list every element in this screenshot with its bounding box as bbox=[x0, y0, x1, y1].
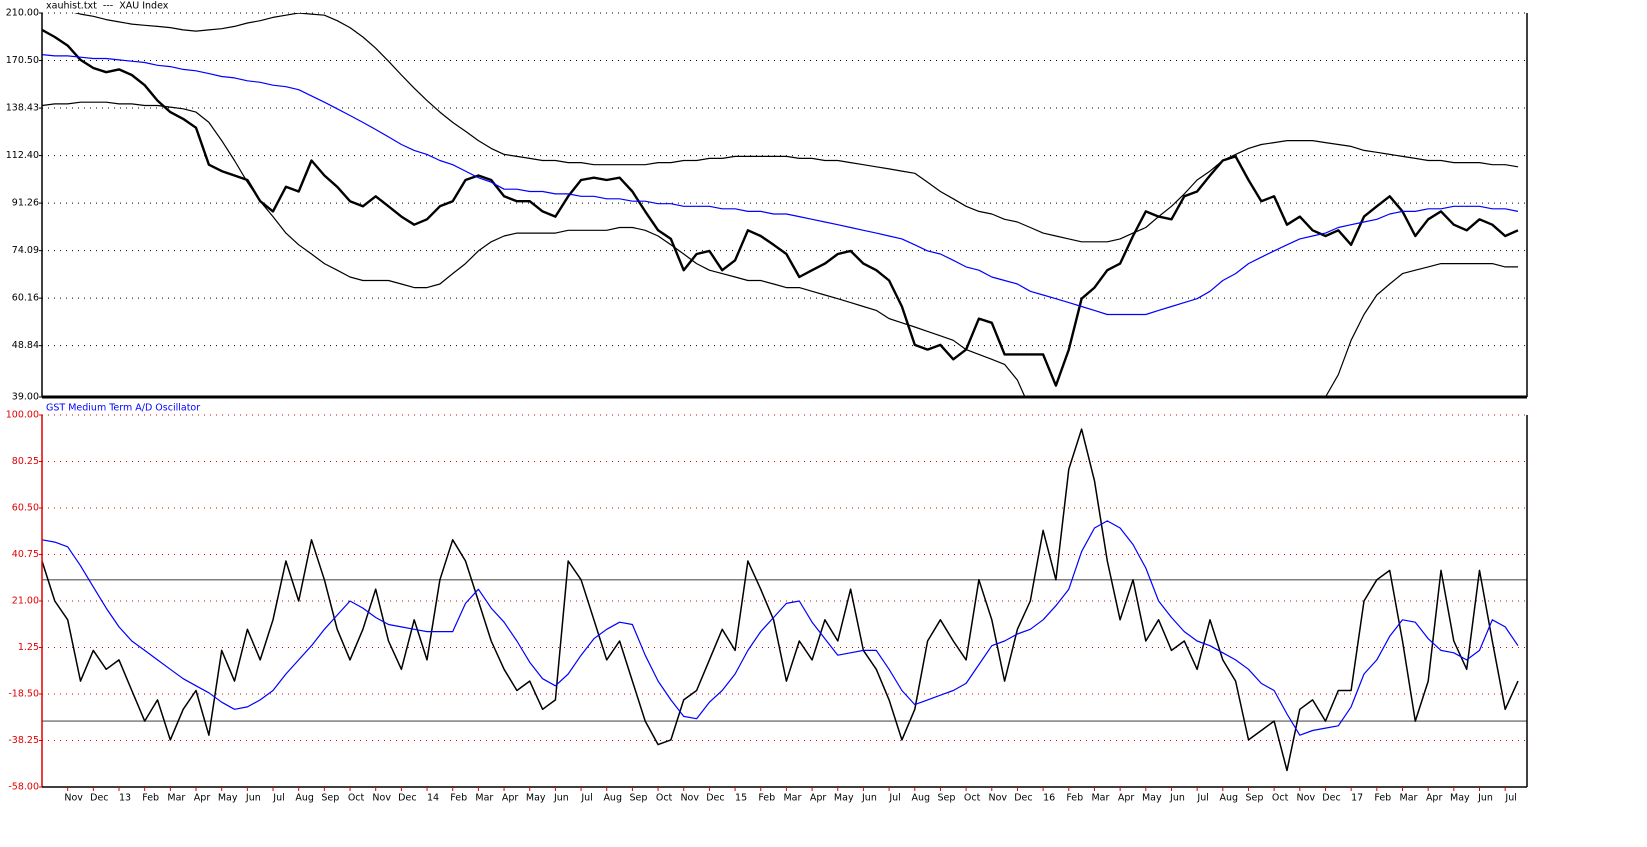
x-tick-label: May bbox=[218, 793, 238, 804]
x-tick-label: Feb bbox=[758, 793, 775, 804]
y-tick-label: 60.50 bbox=[12, 503, 39, 514]
series-line bbox=[42, 428, 1519, 772]
y-tick-label: 210.00 bbox=[6, 8, 39, 19]
x-tick-label: Nov bbox=[64, 793, 83, 804]
y-tick-label: 1.25 bbox=[18, 642, 39, 653]
x-tick-label: Feb bbox=[1066, 793, 1083, 804]
x-tick-label: Feb bbox=[450, 793, 467, 804]
x-tick-label: May bbox=[1450, 793, 1470, 804]
x-tick-label: 17 bbox=[1351, 793, 1363, 804]
x-tick-label: Dec bbox=[706, 793, 724, 804]
x-tick-label: Dec bbox=[1322, 793, 1340, 804]
x-tick-label: Jul bbox=[1504, 793, 1516, 804]
y-tick-label: 48.84 bbox=[12, 340, 39, 351]
series-line bbox=[73, 13, 1519, 243]
x-tick-label: May bbox=[1142, 793, 1162, 804]
series-group bbox=[42, 13, 1519, 397]
y-tick-label: 170.50 bbox=[6, 55, 39, 66]
x-tick-label: Nov bbox=[1297, 793, 1316, 804]
x-tick-label: May bbox=[526, 793, 546, 804]
x-tick-label: Jun bbox=[245, 793, 261, 804]
x-tick-label: Jun bbox=[861, 793, 877, 804]
y-tick-label: -18.50 bbox=[8, 689, 39, 700]
chart-title: xauhist.txt --- XAU Index bbox=[46, 1, 169, 12]
x-tick-label: Mar bbox=[475, 793, 493, 804]
x-tick-label: Mar bbox=[1091, 793, 1109, 804]
x-tick-label: 15 bbox=[735, 793, 747, 804]
x-tick-label: Feb bbox=[1374, 793, 1391, 804]
x-tick-label: Dec bbox=[90, 793, 108, 804]
x-tick-label: Jun bbox=[553, 793, 569, 804]
series-group bbox=[42, 428, 1519, 772]
y-tick-label: -58.00 bbox=[8, 782, 39, 793]
y-tick-label: 40.75 bbox=[12, 549, 39, 560]
x-tick-label: Mar bbox=[1400, 793, 1418, 804]
x-tick-label: Jun bbox=[1477, 793, 1493, 804]
y-tick-label: 100.00 bbox=[6, 410, 39, 421]
x-tick-label: Nov bbox=[989, 793, 1008, 804]
x-tick-label: Mar bbox=[783, 793, 801, 804]
x-tick-label: Oct bbox=[1272, 793, 1289, 804]
x-tick-label: Apr bbox=[1426, 793, 1443, 804]
series-line bbox=[42, 28, 1519, 387]
x-tick-label: Aug bbox=[911, 793, 930, 804]
x-tick-label: 16 bbox=[1043, 793, 1055, 804]
x-tick-label: Dec bbox=[398, 793, 416, 804]
x-tick-label: Aug bbox=[1220, 793, 1239, 804]
x-tick-label: Sep bbox=[937, 793, 955, 804]
x-tick-label: 14 bbox=[427, 793, 439, 804]
x-tick-label: Oct bbox=[656, 793, 673, 804]
y-tick-label: 80.25 bbox=[12, 456, 39, 467]
x-tick-label: Apr bbox=[1118, 793, 1135, 804]
x-tick-label: Jul bbox=[580, 793, 592, 804]
y-tick-label: 21.00 bbox=[12, 596, 39, 607]
x-tick-label: Nov bbox=[372, 793, 391, 804]
x-tick-label: Oct bbox=[348, 793, 365, 804]
x-tick-label: Oct bbox=[964, 793, 981, 804]
y-tick-label: 112.40 bbox=[6, 150, 39, 161]
y-tick-label: 60.16 bbox=[12, 293, 39, 304]
x-tick-label: Jul bbox=[272, 793, 284, 804]
x-tick-label: Apr bbox=[810, 793, 827, 804]
x-tick-label: Jul bbox=[1196, 793, 1208, 804]
x-tick-label: Jun bbox=[1169, 793, 1185, 804]
x-tick-label: May bbox=[834, 793, 854, 804]
x-tick-label: Feb bbox=[142, 793, 159, 804]
series-line bbox=[42, 54, 1519, 316]
y-tick-label: 138.43 bbox=[6, 103, 39, 114]
y-tick-label: 74.09 bbox=[12, 245, 39, 256]
y-tick-label: 91.26 bbox=[12, 198, 39, 209]
x-tick-label: Aug bbox=[603, 793, 622, 804]
x-tick-label: Sep bbox=[629, 793, 647, 804]
x-tick-label: Apr bbox=[194, 793, 211, 804]
x-tick-label: Mar bbox=[167, 793, 185, 804]
y-tick-label: 39.00 bbox=[12, 392, 39, 403]
x-tick-label: Dec bbox=[1014, 793, 1032, 804]
y-tick-label: -38.25 bbox=[8, 735, 39, 746]
x-tick-label: Sep bbox=[321, 793, 339, 804]
x-tick-label: 13 bbox=[119, 793, 131, 804]
x-tick-label: Apr bbox=[502, 793, 519, 804]
panel-title: GST Medium Term A/D Oscillator bbox=[46, 403, 200, 414]
series-line bbox=[42, 520, 1519, 736]
series-line bbox=[42, 101, 1518, 397]
x-tick-label: Sep bbox=[1246, 793, 1264, 804]
x-tick-label: Aug bbox=[295, 793, 314, 804]
x-tick-label: Nov bbox=[680, 793, 699, 804]
x-tick-label: Jul bbox=[888, 793, 900, 804]
